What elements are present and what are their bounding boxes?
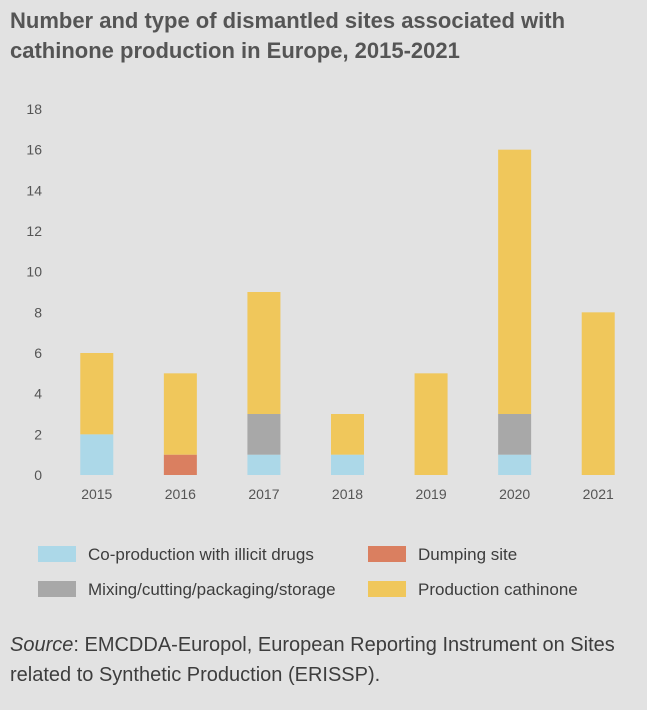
bar-segment-co-production-with-illicit-drugs-2017 [247,454,281,475]
y-tick-label: 10 [26,264,42,280]
bar-segment-production-cathinone-2018 [331,414,364,455]
y-tick-label: 16 [26,142,42,158]
legend-label: Mixing/cutting/packaging/storage [88,580,336,599]
bar-segment-mixing-cutting-packaging-storage-2017 [247,414,281,455]
x-tick-label: 2020 [499,486,530,502]
bar-segment-production-cathinone-2020 [498,149,532,414]
bar-segment-co-production-with-illicit-drugs-2018 [331,454,364,475]
x-tick-label: 2018 [332,486,363,502]
y-tick-label: 18 [26,101,42,117]
y-tick-label: 8 [34,304,42,320]
x-tick-label: 2015 [81,486,112,502]
bars [80,149,615,475]
y-tick-label: 4 [34,386,42,402]
bar-segment-co-production-with-illicit-drugs-2020 [498,454,532,475]
bar-segment-co-production-with-illicit-drugs-2015 [80,434,114,475]
y-tick-label: 12 [26,223,42,239]
bar-segment-production-cathinone-2019 [414,373,448,475]
y-tick-label: 6 [34,345,42,361]
legend: Co-production with illicit drugs Dumping … [38,545,578,599]
bar-segment-production-cathinone-2017 [247,292,281,414]
y-axis-ticks: 0 2 4 6 8 10 12 14 16 18 [26,101,42,483]
y-tick-label: 2 [34,426,42,442]
y-tick-label: 0 [34,467,42,483]
legend-swatch [38,546,76,562]
legend-label: Dumping site [418,545,517,564]
chart-title: Number and type of dismantled sites asso… [10,8,566,63]
legend-label: Production cathinone [418,580,578,599]
x-axis-ticks: 2015 2016 2017 2018 2019 2020 2021 [81,486,614,502]
stacked-bar-chart: 0 2 4 6 8 10 12 14 16 18 2015 2016 2017 2018 2019 2020… [26,101,615,599]
bar-segment-production-cathinone-2015 [80,353,114,435]
bar-segment-mixing-cutting-packaging-storage-2020 [498,414,532,455]
source-label: Source [10,634,74,656]
bar-segment-dumping-site-2016 [163,454,197,475]
source-text: : EMCDDA-Europol, European Reporting Ins… [10,634,615,686]
source-note: Source: EMCDDA-Europol, European Reporti… [10,630,640,690]
bar-segment-production-cathinone-2021 [581,312,615,475]
legend-swatch [368,581,406,597]
bar-segment-production-cathinone-2016 [163,373,197,455]
y-tick-label: 14 [26,182,42,198]
x-tick-label: 2021 [583,486,614,502]
legend-swatch [368,546,406,562]
x-tick-label: 2017 [248,486,279,502]
x-tick-label: 2016 [165,486,196,502]
x-tick-label: 2019 [415,486,446,502]
legend-swatch [38,581,76,597]
legend-label: Co-production with illicit drugs [88,545,314,564]
